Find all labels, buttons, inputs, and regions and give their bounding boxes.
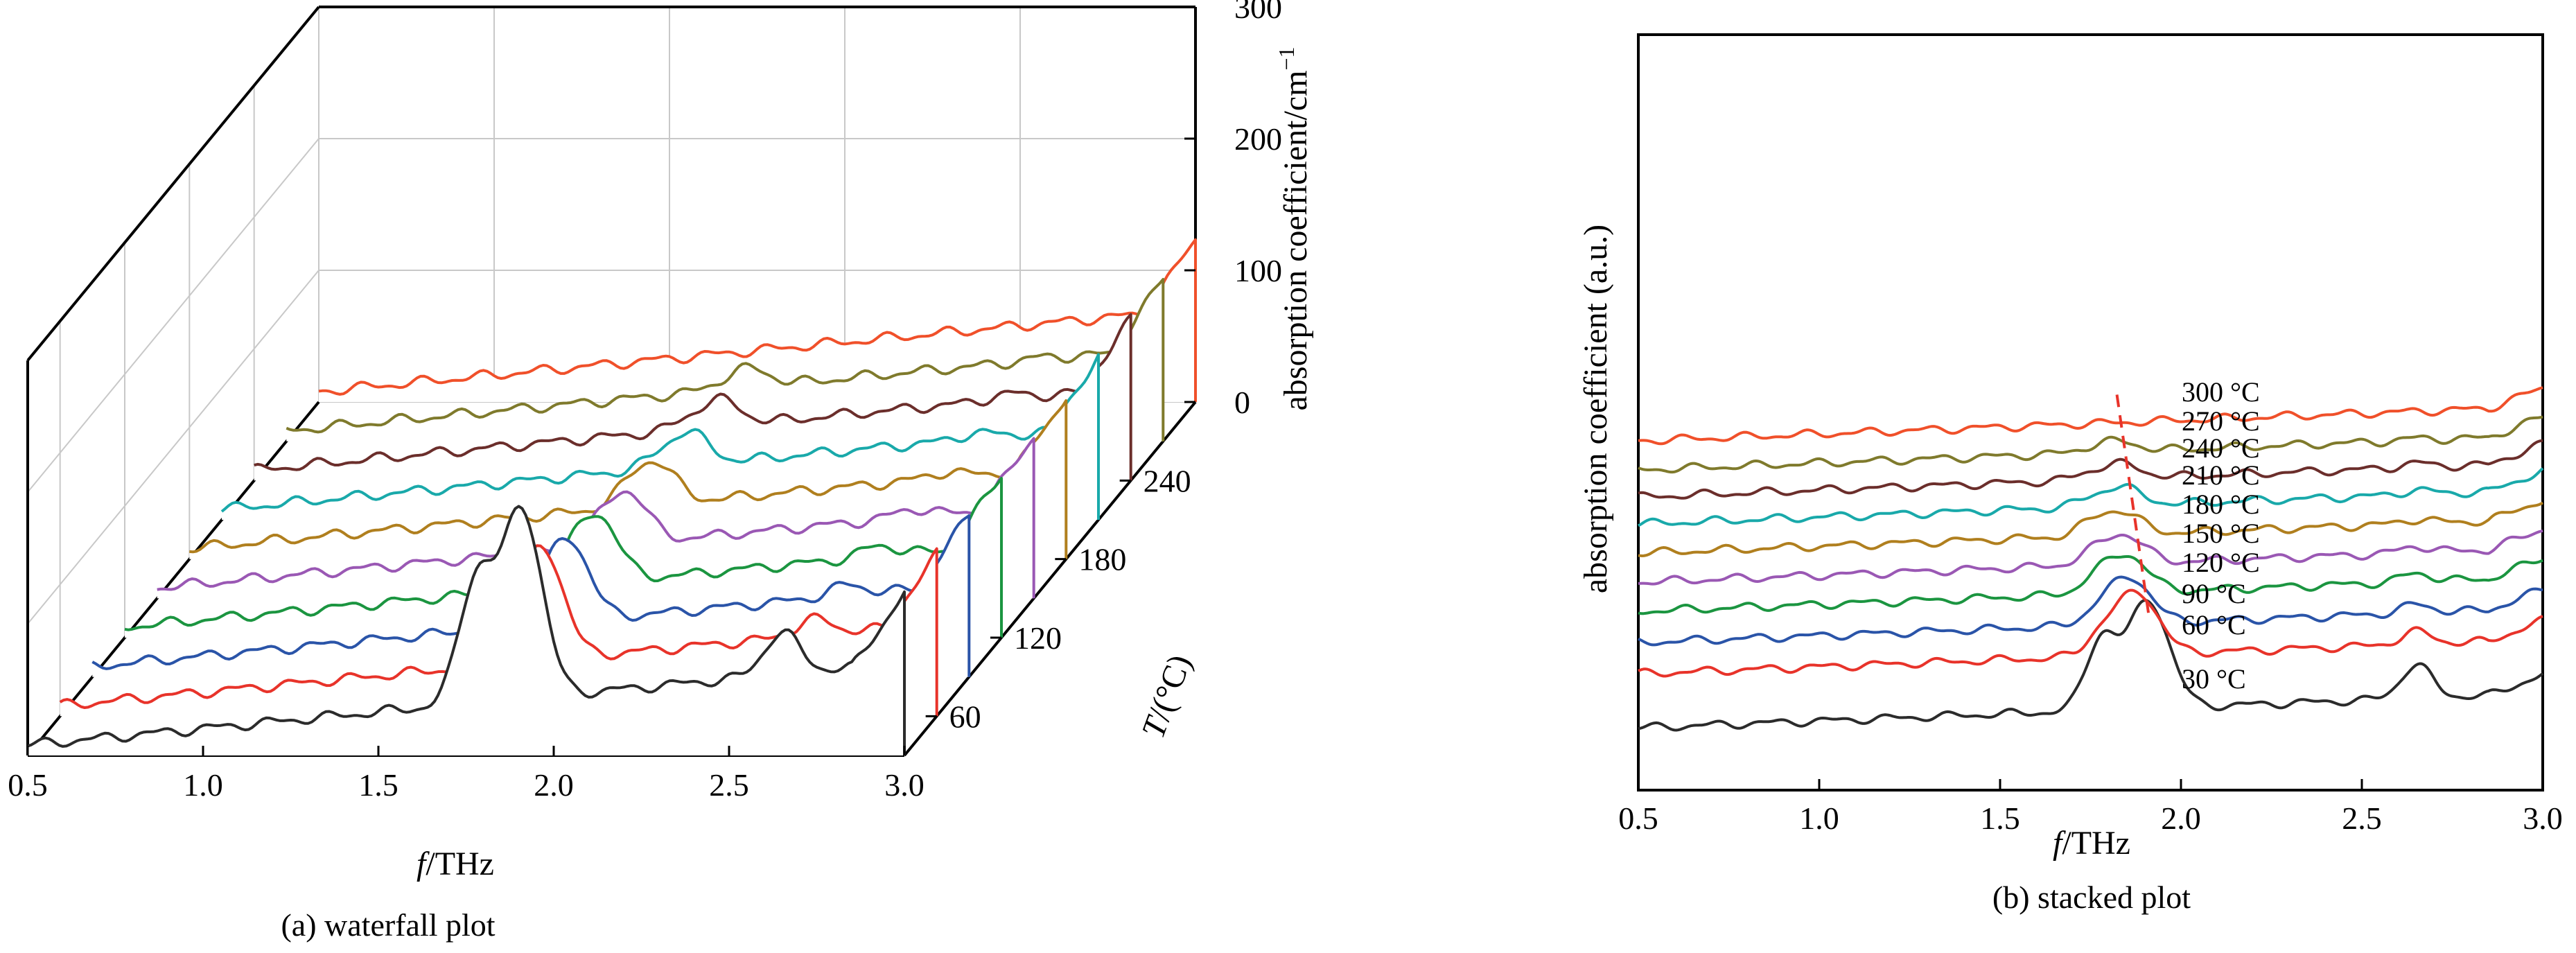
waterfall-x-tick-label: 3.0 — [884, 767, 925, 803]
stacked-x-axis-label: f/THz — [2053, 825, 2130, 862]
waterfall-z-tick-label: 0 — [1234, 385, 1250, 420]
stacked-series-line-270 — [1638, 415, 2543, 474]
stacked-plot-frame — [1637, 33, 2544, 792]
waterfall-x-tick-label: 2.0 — [534, 767, 574, 803]
stacked-y-axis-label: absorption coefficient (a.u.) — [1577, 225, 1614, 593]
stacked-series-line-210 — [1638, 467, 2544, 527]
waterfall-y-axis-label: T/(°C) — [1134, 650, 1198, 743]
stacked-peak-dashed-line — [2114, 387, 2150, 613]
stacked-peak-marker — [2114, 387, 2150, 613]
stacked-series-label: 300 °C — [2182, 376, 2260, 408]
waterfall-series-fill — [254, 314, 1131, 481]
waterfall-series-line-180 — [189, 399, 1068, 559]
stacked-series-group — [1638, 386, 2544, 732]
waterfall-frame-edge — [903, 401, 1197, 757]
waterfall-x-tick-label: 2.5 — [709, 767, 749, 803]
waterfall-z-tick-label: 300 — [1234, 0, 1282, 25]
stacked-series-label: 270 °C — [2182, 405, 2260, 437]
stacked-caption: (b) stacked plot — [1992, 880, 2191, 915]
waterfall-y-tick-label: 240 — [1144, 463, 1191, 498]
waterfall-caption: (a) waterfall plot — [281, 907, 495, 943]
stacked-x-tick-label: 1.5 — [1980, 801, 2020, 836]
stacked-series-line-300 — [1638, 386, 2543, 446]
waterfall-ticks: 0.5 1.0 1.5 2.0 2.5 3.0 60 120 180 240 0 100 200 300 — [8, 0, 1282, 803]
waterfall-x-tick-label: 1.5 — [358, 767, 398, 803]
waterfall-frame-edge — [26, 6, 320, 362]
waterfall-series-line-240 — [254, 313, 1132, 481]
waterfall-series-fill — [319, 239, 1195, 402]
waterfall-series-line-150 — [157, 437, 1035, 599]
waterfall-z-tick-label: 100 — [1234, 253, 1282, 288]
stacked-series-label: 120 °C — [2182, 547, 2260, 578]
waterfall-series-fill — [286, 279, 1164, 441]
waterfall-y-tick-label: 180 — [1078, 542, 1126, 577]
waterfall-y-tick-label: 120 — [1014, 620, 1062, 656]
stacked-series-line-60 — [1638, 588, 2543, 678]
stacked-series-line-240 — [1638, 439, 2543, 500]
waterfall-x-axis-label: f/THz — [417, 846, 494, 882]
stacked-series-label: 30 °C — [2182, 663, 2246, 694]
stacked-series-line-150 — [1638, 529, 2543, 586]
waterfall-series-line-300 — [318, 238, 1197, 402]
stacked-series-label: 180 °C — [2182, 489, 2260, 520]
stacked-series-label: 60 °C — [2182, 609, 2246, 640]
stacked-series-label: 210 °C — [2182, 460, 2260, 491]
waterfall-x-tick-label: 0.5 — [8, 767, 48, 803]
stacked-x-tick-label: 0.5 — [1618, 801, 1658, 836]
waterfall-series-line-30 — [27, 505, 906, 755]
stacked-series-line-120 — [1638, 555, 2543, 615]
stacked-series-line-90 — [1638, 575, 2543, 647]
stacked-series-line-180 — [1638, 501, 2543, 557]
waterfall-grid-line — [27, 270, 319, 624]
waterfall-frame-edge — [26, 401, 320, 757]
stacked-series-label: 90 °C — [2182, 578, 2246, 609]
waterfall-series-fill — [28, 506, 904, 755]
waterfall-x-tick-label: 1.0 — [183, 767, 223, 803]
waterfall-z-tick-label: 200 — [1234, 121, 1282, 157]
stacked-x-tick-label: 1.0 — [1799, 801, 1839, 836]
waterfall-grid-line — [27, 138, 319, 493]
stacked-x-tick-label: 2.5 — [2342, 801, 2382, 836]
stacked-series-label: 240 °C — [2182, 432, 2260, 464]
waterfall-series-group — [27, 238, 1197, 755]
waterfall-series-fill — [189, 401, 1067, 559]
stacked-series-line-30 — [1638, 599, 2544, 732]
waterfall-y-tick-label: 60 — [949, 699, 981, 734]
waterfall-series-line-270 — [286, 278, 1165, 441]
stacked-x-tick-label: 3.0 — [2523, 801, 2563, 836]
waterfall-series-fill — [222, 354, 1098, 520]
waterfall-z-axis-label: absorption coefficient/cm−1 — [1274, 47, 1314, 411]
stacked-x-tick-label: 2.0 — [2161, 801, 2201, 836]
stacked-series-label: 150 °C — [2182, 518, 2260, 549]
stacked-ticks: 0.5 1.0 1.5 2.0 2.5 3.0 — [1618, 779, 2563, 836]
waterfall-plot: 0.5 1.0 1.5 2.0 2.5 3.0601201802400100200300 … — [8, 0, 1314, 943]
waterfall-series-line-210 — [220, 353, 1100, 520]
